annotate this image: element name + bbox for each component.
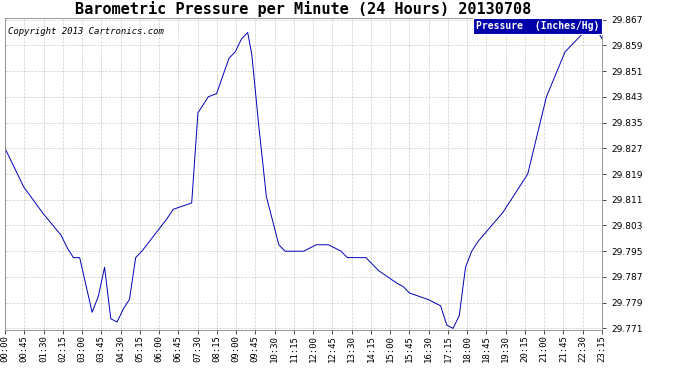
Text: Copyright 2013 Cartronics.com: Copyright 2013 Cartronics.com <box>8 27 164 36</box>
Text: Pressure  (Inches/Hg): Pressure (Inches/Hg) <box>475 21 599 31</box>
Title: Barometric Pressure per Minute (24 Hours) 20130708: Barometric Pressure per Minute (24 Hours… <box>75 1 531 17</box>
